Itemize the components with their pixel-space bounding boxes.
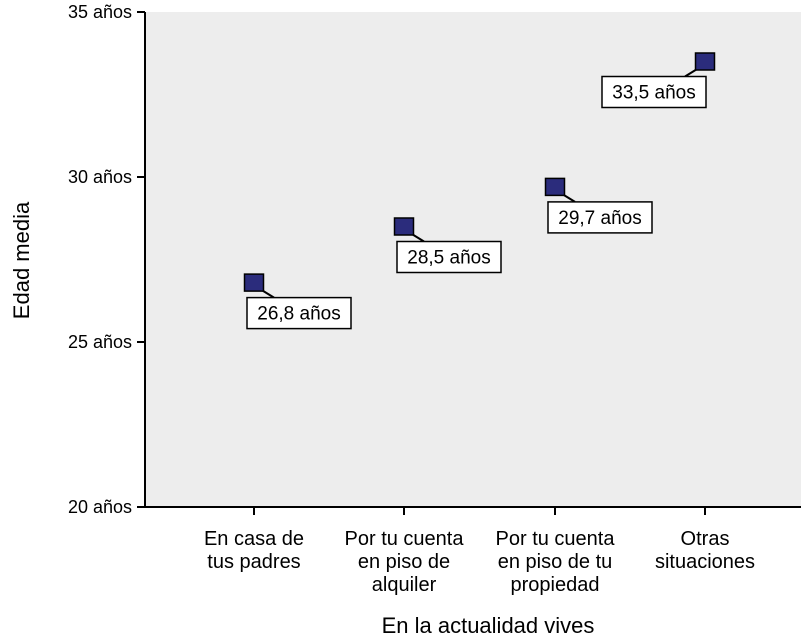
- data-label-box: [601, 75, 707, 109]
- data-label: 33,5 años: [612, 83, 695, 104]
- y-axis-title: Edad media: [9, 201, 34, 319]
- x-axis-ticks: En casa de tus padres Por tu cuenta en piso…: [204, 507, 755, 596]
- data-label-box: [547, 201, 653, 234]
- x-tick-label: En casa de tus padres: [204, 528, 304, 573]
- y-tick-label: 20 años: [68, 497, 132, 517]
- y-axis-ticks: 20 años 25 años 30 años 35 años: [68, 2, 145, 517]
- data-label: 28,5 años: [407, 248, 490, 269]
- data-point: [694, 52, 716, 71]
- data-points: 26,8 años 28,5 años 29,7 años 33,5 años: [243, 52, 716, 330]
- data-label: 29,7 años: [558, 208, 641, 229]
- data-point: [243, 273, 265, 292]
- data-label: 26,8 años: [257, 304, 340, 325]
- data-label-box: [246, 296, 352, 330]
- x-tick-label: Por tu cuenta en piso de tu propiedad: [496, 528, 616, 596]
- data-point: [393, 217, 415, 236]
- x-axis-title: En la actualidad vives: [382, 613, 595, 638]
- y-tick-label: 25 años: [68, 332, 132, 352]
- data-point: [544, 177, 566, 197]
- y-tick-label: 35 años: [68, 2, 132, 22]
- y-tick-label: 30 años: [68, 167, 132, 187]
- x-tick-label: Otras situaciones: [655, 528, 755, 573]
- x-tick-label: Por tu cuenta en piso de alquiler: [345, 528, 465, 596]
- data-label-box: [396, 240, 502, 274]
